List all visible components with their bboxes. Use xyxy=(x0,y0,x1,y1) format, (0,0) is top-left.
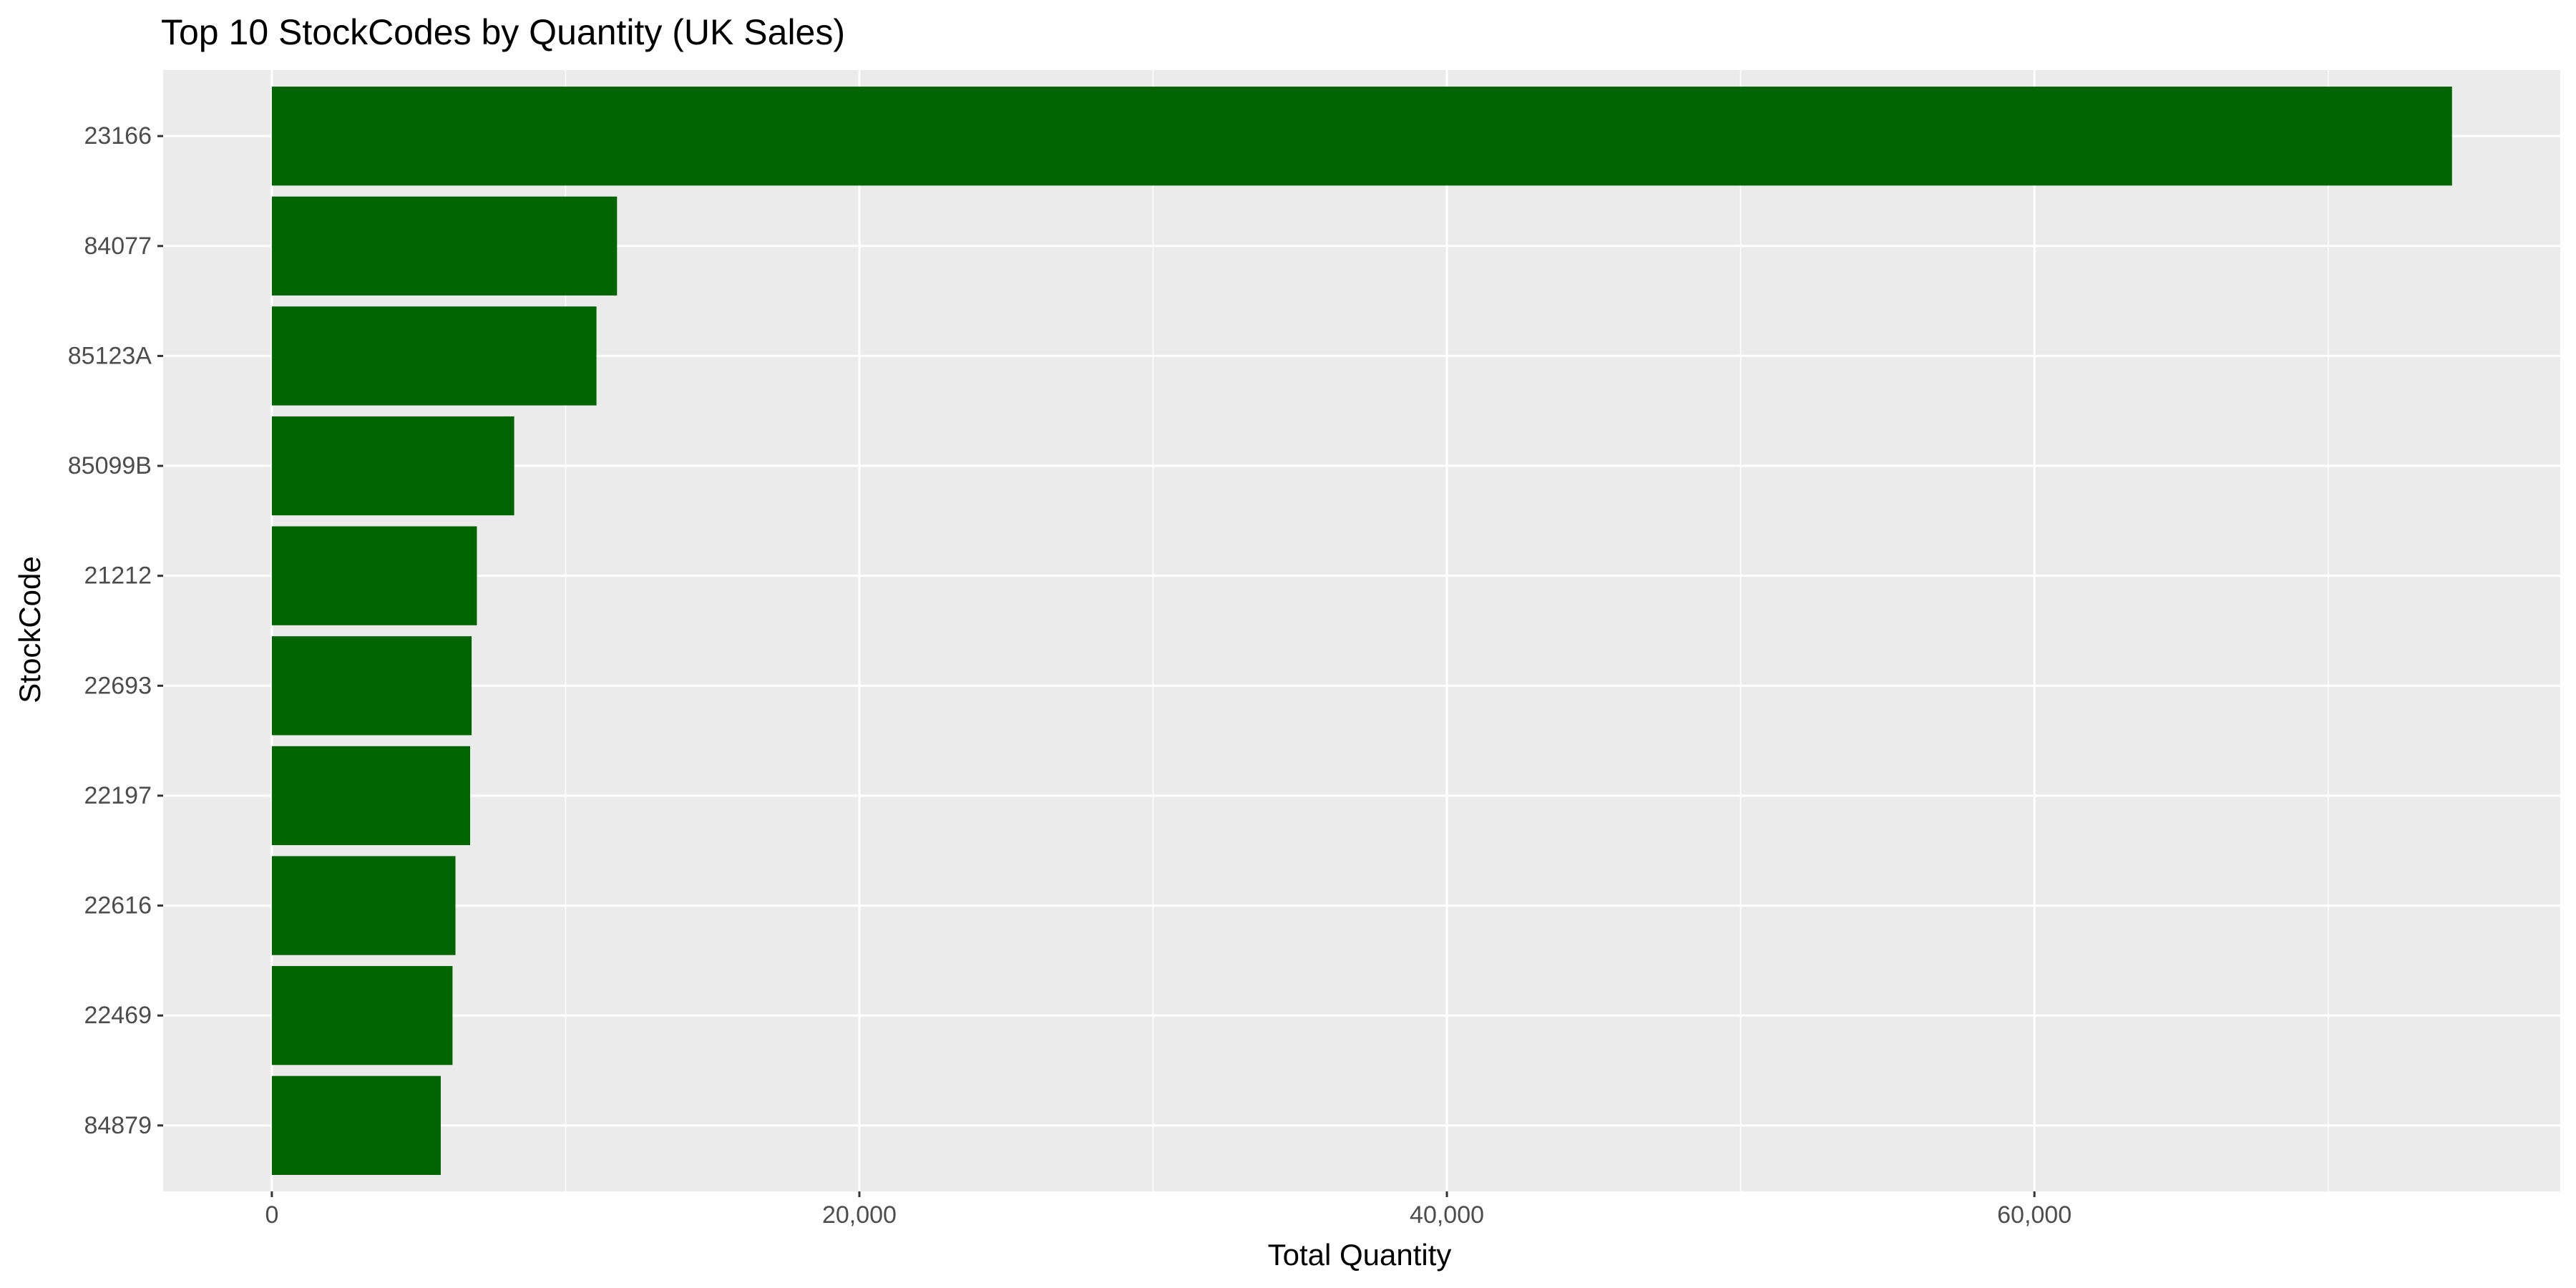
y-tick-label: 21212 xyxy=(84,562,152,590)
x-tick-label: 20,000 xyxy=(822,1201,897,1229)
bar-23166 xyxy=(271,87,2452,186)
x-tick-label: 60,000 xyxy=(1997,1201,2072,1229)
y-tick-label: 22469 xyxy=(84,1002,152,1029)
y-tick-label: 84077 xyxy=(84,233,152,260)
x-tick-label: 0 xyxy=(265,1201,278,1229)
bar-85099B xyxy=(271,416,514,516)
x-tick-label: 40,000 xyxy=(1410,1201,1484,1229)
bar-22616 xyxy=(271,856,456,955)
y-axis-title: StockCode xyxy=(13,556,47,703)
y-tick-label: 85099B xyxy=(68,452,152,479)
bar-22469 xyxy=(271,966,453,1065)
bar-85123A xyxy=(271,306,597,406)
y-axis: 23166 84077 85123A 85099B 21212 22693 22197 226… xyxy=(68,122,163,1139)
chart-title: Top 10 StockCodes by Quantity (UK Sales) xyxy=(161,12,845,52)
bar-22693 xyxy=(271,636,472,736)
y-tick-label: 85123A xyxy=(68,342,152,369)
bars xyxy=(271,87,2452,1175)
y-tick-label: 84879 xyxy=(84,1112,152,1139)
y-tick-label: 22616 xyxy=(84,892,152,919)
y-tick-label: 23166 xyxy=(84,122,152,150)
bar-84879 xyxy=(271,1075,441,1175)
x-axis: 0 20,000 40,000 60,000 xyxy=(265,1191,2072,1229)
bar-84077 xyxy=(271,196,618,296)
bar-22197 xyxy=(271,746,471,846)
y-tick-label: 22693 xyxy=(84,672,152,699)
y-tick-label: 22197 xyxy=(84,782,152,809)
x-axis-title: Total Quantity xyxy=(1268,1238,1452,1272)
bar-21212 xyxy=(271,526,477,625)
